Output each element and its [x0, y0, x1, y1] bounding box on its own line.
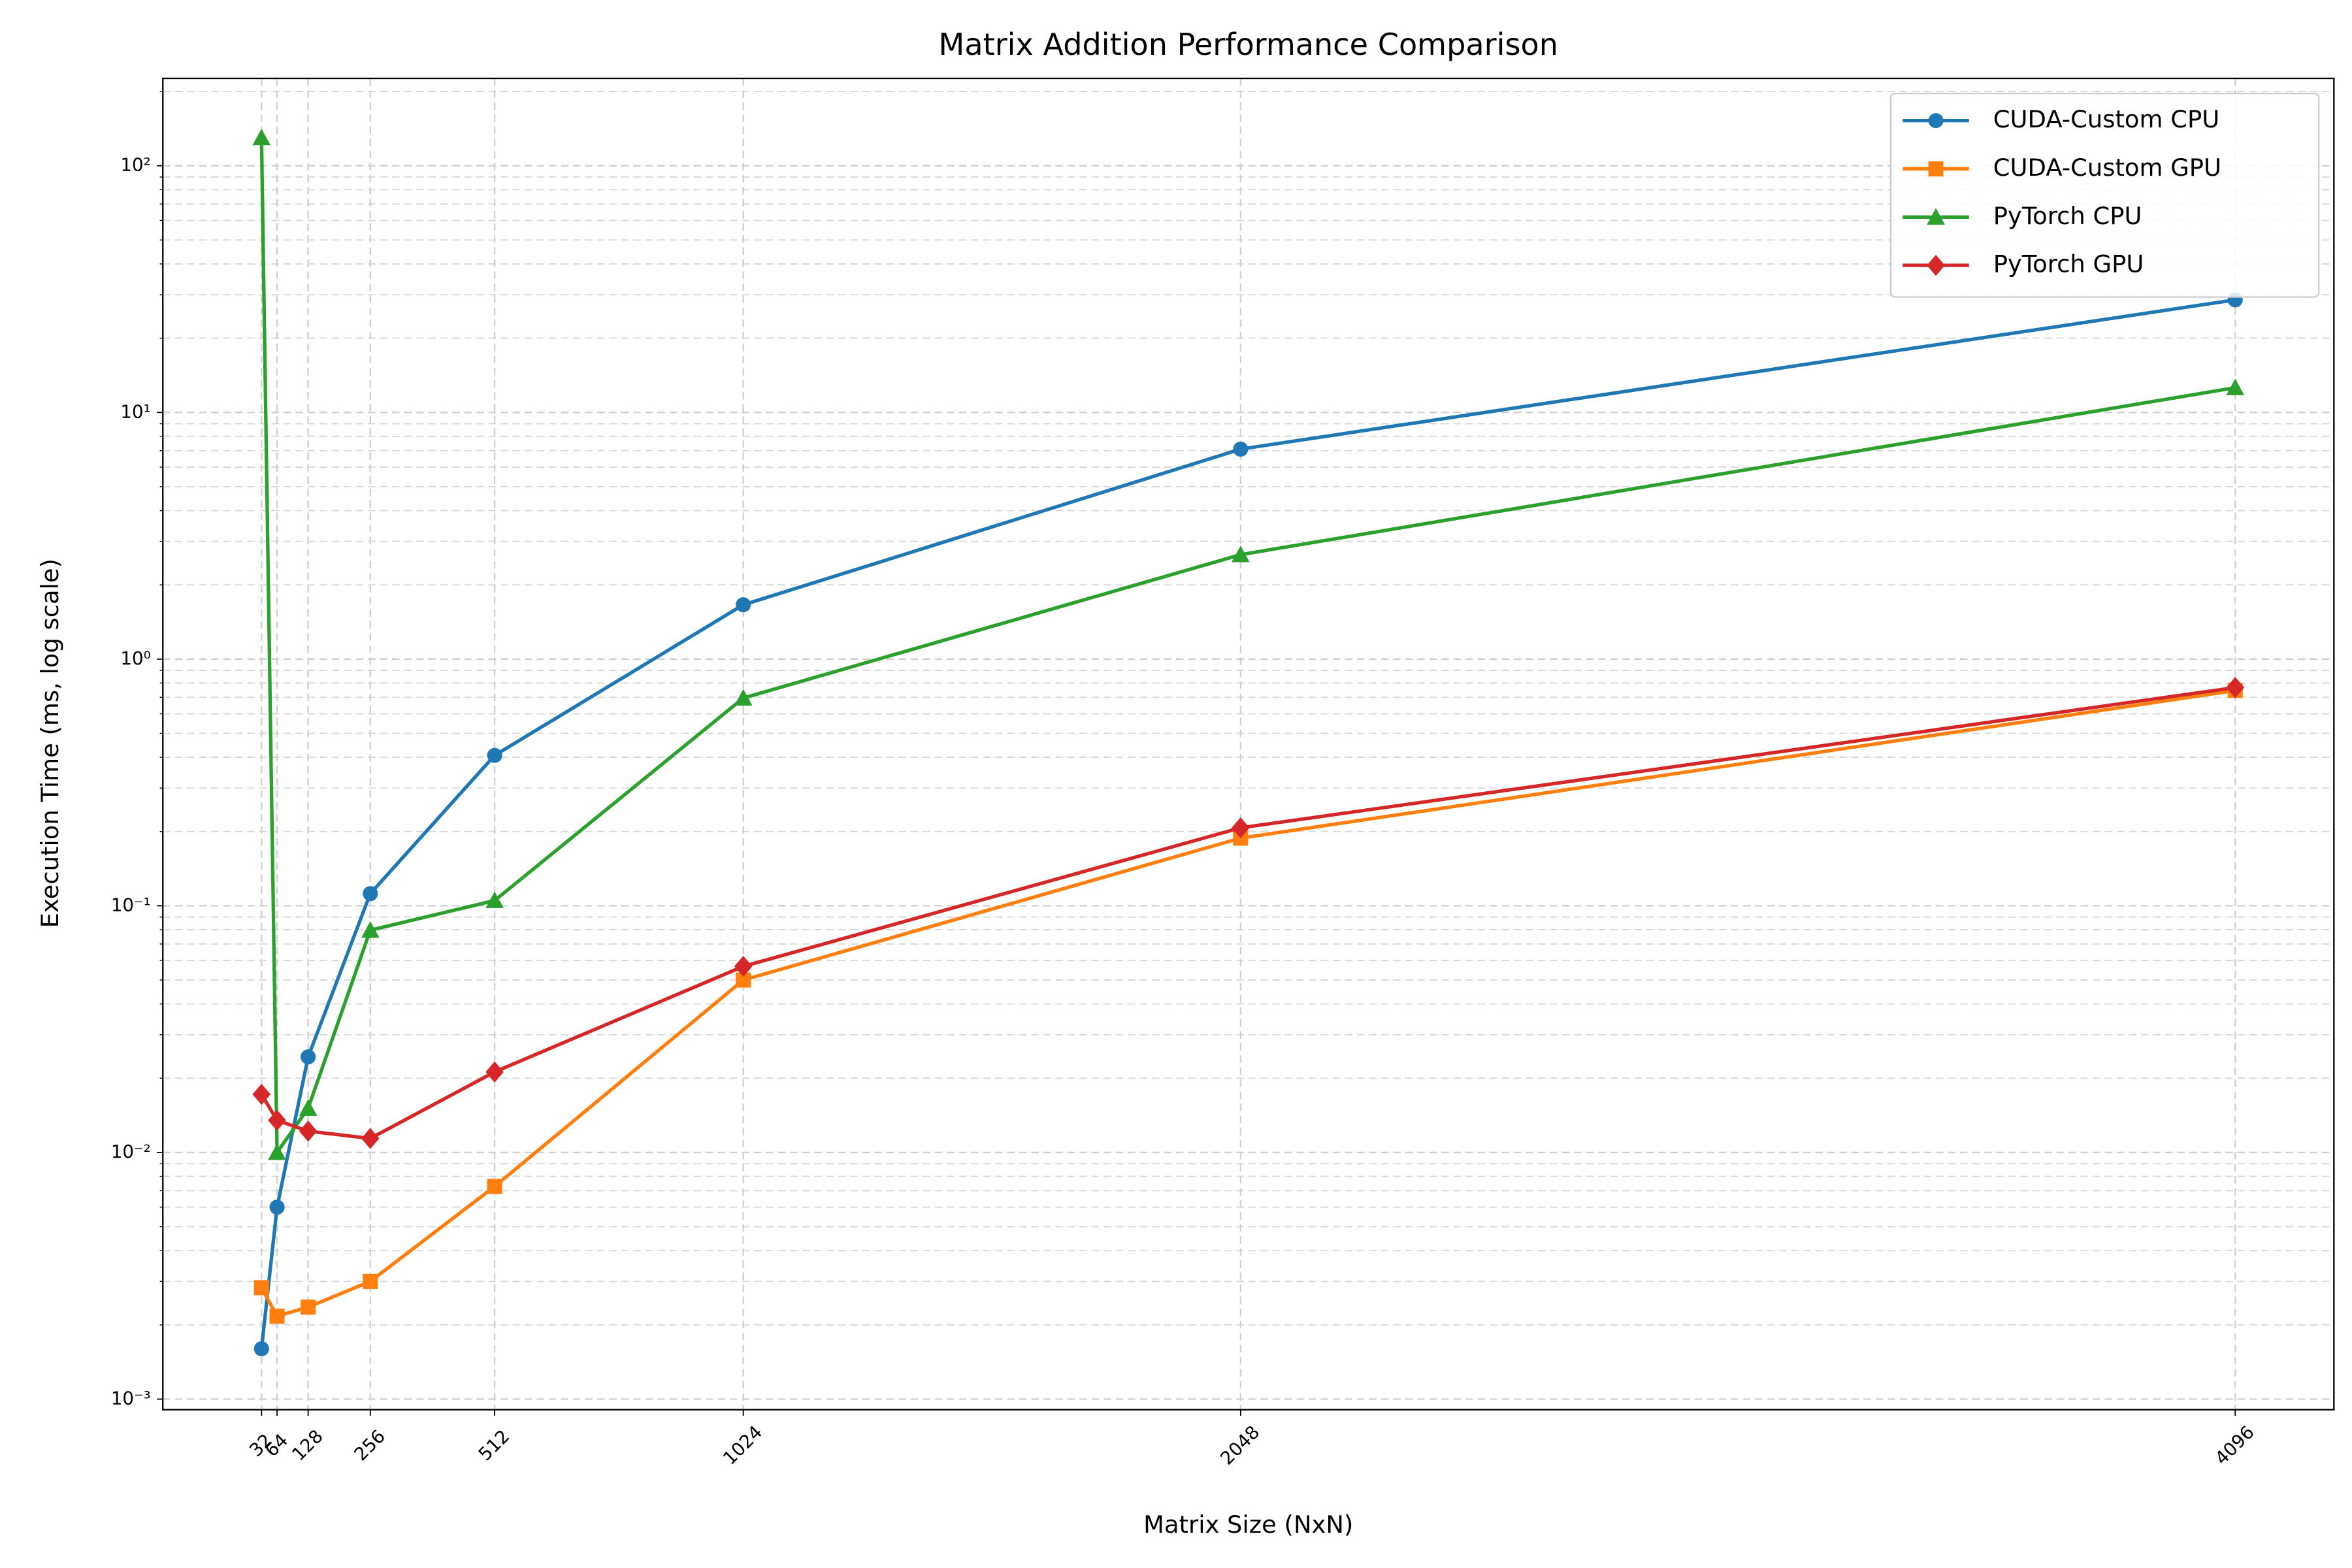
legend-label: PyTorch CPU	[1993, 202, 2142, 230]
legend-label: PyTorch GPU	[1993, 250, 2144, 278]
y-tick-label: 10¹	[120, 400, 150, 422]
point	[361, 1128, 380, 1149]
legend-label: CUDA-Custom CPU	[1993, 105, 2219, 133]
y-tick-label: 10⁰	[120, 647, 150, 669]
point	[363, 886, 378, 902]
point	[736, 597, 751, 613]
legend-box	[1889, 92, 2320, 298]
x-axis-label: Matrix Size (NxN)	[1143, 1511, 1353, 1539]
point	[1928, 161, 1944, 176]
point	[734, 955, 753, 977]
point	[1232, 817, 1250, 839]
point	[253, 1341, 269, 1356]
y-tick-label: 10⁻²	[111, 1141, 151, 1162]
series-line	[259, 137, 2236, 1158]
series-line	[259, 298, 2236, 1349]
chart-title: Matrix Addition Performance Comparison	[939, 27, 1558, 62]
legend: CUDA-Custom CPU CUDA-Custom GPU PyTorch CP…	[1889, 92, 2320, 298]
y-tick-label: 10⁻¹	[111, 894, 151, 915]
point	[301, 1049, 316, 1065]
point	[1928, 113, 1944, 129]
point	[1233, 441, 1249, 457]
point	[487, 747, 502, 763]
point	[269, 1308, 285, 1324]
y-tick-label: 10⁻³	[111, 1388, 151, 1409]
point	[2226, 378, 2245, 395]
point	[252, 128, 271, 146]
point	[301, 1299, 316, 1315]
point	[299, 1099, 318, 1116]
point	[736, 972, 751, 988]
point	[253, 1280, 269, 1296]
point	[363, 1273, 378, 1289]
plot-frame	[162, 77, 2335, 1411]
y-axis-label: Execution Time (ms, log scale)	[36, 559, 64, 928]
plot	[252, 128, 2245, 1356]
point	[361, 921, 380, 938]
point	[268, 1143, 286, 1160]
point	[1927, 208, 1945, 225]
point	[485, 891, 504, 908]
point	[1232, 546, 1250, 563]
legend-label: CUDA-Custom GPU	[1993, 154, 2221, 182]
point	[299, 1120, 318, 1142]
point	[734, 689, 753, 706]
point	[487, 1179, 502, 1194]
point	[269, 1200, 285, 1215]
point	[485, 1061, 504, 1083]
y-tick-label: 10²	[120, 154, 150, 176]
